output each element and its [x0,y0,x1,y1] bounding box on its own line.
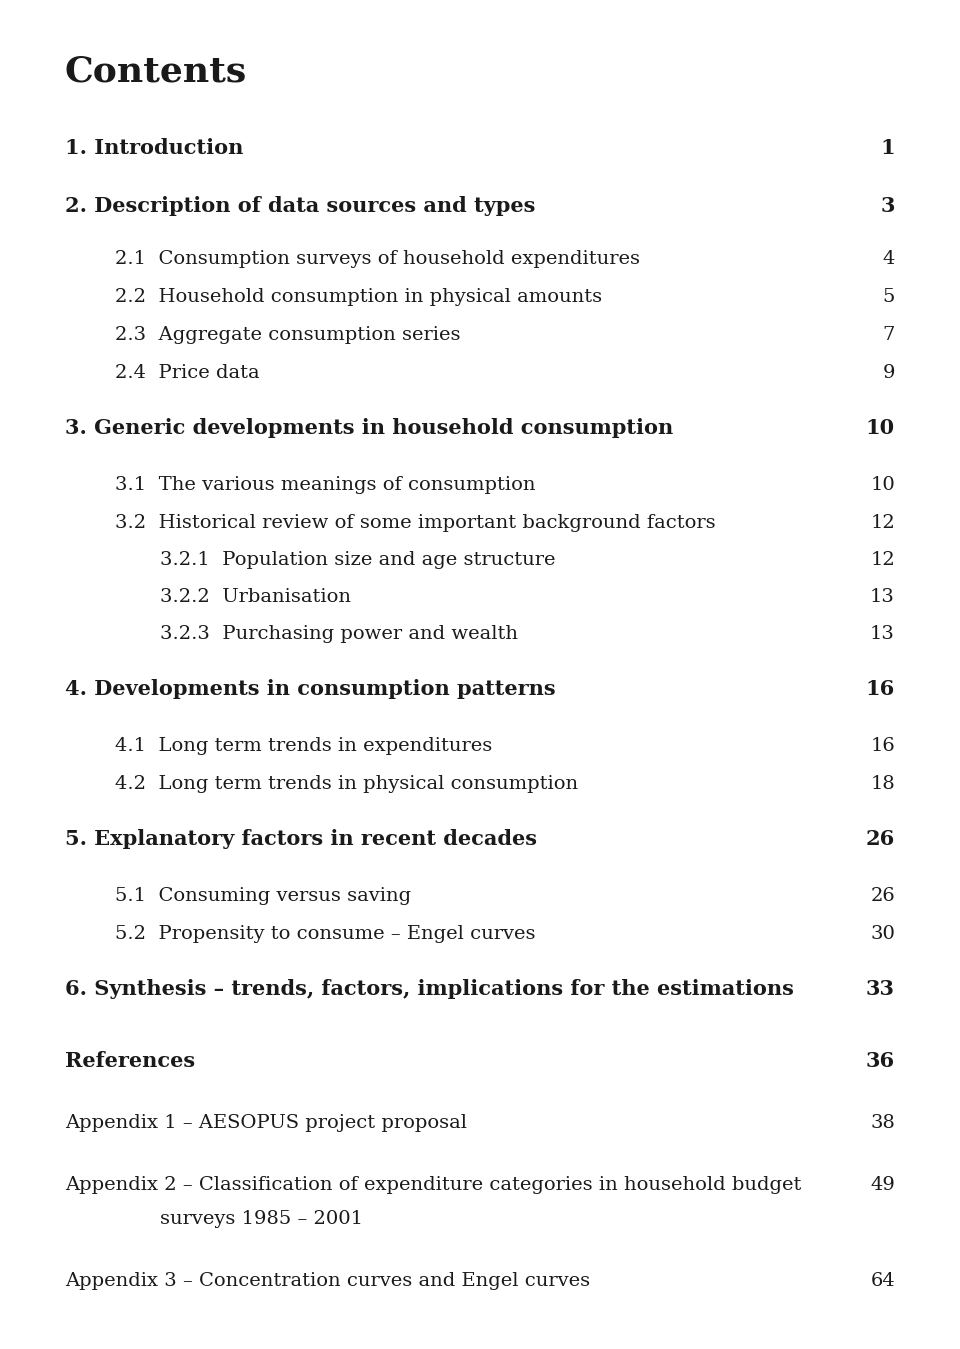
Text: 49: 49 [870,1176,895,1194]
Text: 4.1  Long term trends in expenditures: 4.1 Long term trends in expenditures [115,737,492,755]
Text: 10: 10 [866,418,895,438]
Text: Appendix 2 – Classification of expenditure categories in household budget: Appendix 2 – Classification of expenditu… [65,1176,802,1194]
Text: 9: 9 [882,364,895,382]
Text: 30: 30 [870,925,895,943]
Text: 16: 16 [866,679,895,699]
Text: 12: 12 [871,550,895,569]
Text: 3.2  Historical review of some important background factors: 3.2 Historical review of some important … [115,514,715,532]
Text: 5. Explanatory factors in recent decades: 5. Explanatory factors in recent decades [65,830,537,849]
Text: 2.4  Price data: 2.4 Price data [115,364,259,382]
Text: 7: 7 [882,326,895,344]
Text: 4. Developments in consumption patterns: 4. Developments in consumption patterns [65,679,556,699]
Text: 26: 26 [871,888,895,905]
Text: 3: 3 [880,196,895,216]
Text: 64: 64 [871,1272,895,1290]
Text: 16: 16 [871,737,895,755]
Text: 2. Description of data sources and types: 2. Description of data sources and types [65,196,536,216]
Text: 13: 13 [870,625,895,643]
Text: 2.2  Household consumption in physical amounts: 2.2 Household consumption in physical am… [115,287,602,306]
Text: 33: 33 [866,979,895,1000]
Text: Appendix 1 – AESOPUS project proposal: Appendix 1 – AESOPUS project proposal [65,1114,467,1132]
Text: surveys 1985 – 2001: surveys 1985 – 2001 [160,1210,363,1228]
Text: 3.1  The various meanings of consumption: 3.1 The various meanings of consumption [115,476,536,494]
Text: References: References [65,1051,195,1071]
Text: 10: 10 [871,476,895,494]
Text: 38: 38 [870,1114,895,1132]
Text: 4.2  Long term trends in physical consumption: 4.2 Long term trends in physical consump… [115,774,578,793]
Text: 2.1  Consumption surveys of household expenditures: 2.1 Consumption surveys of household exp… [115,250,640,268]
Text: 3.2.2  Urbanisation: 3.2.2 Urbanisation [160,588,351,606]
Text: 2.3  Aggregate consumption series: 2.3 Aggregate consumption series [115,326,461,344]
Text: 3.2.1  Population size and age structure: 3.2.1 Population size and age structure [160,550,556,569]
Text: 6. Synthesis – trends, factors, implications for the estimations: 6. Synthesis – trends, factors, implicat… [65,979,794,1000]
Text: 26: 26 [866,830,895,849]
Text: 5.1  Consuming versus saving: 5.1 Consuming versus saving [115,888,411,905]
Text: 36: 36 [866,1051,895,1071]
Text: 13: 13 [870,588,895,606]
Text: Contents: Contents [65,55,248,89]
Text: 1: 1 [880,138,895,158]
Text: 12: 12 [871,514,895,532]
Text: 18: 18 [871,774,895,793]
Text: 4: 4 [882,250,895,268]
Text: Appendix 3 – Concentration curves and Engel curves: Appendix 3 – Concentration curves and En… [65,1272,590,1290]
Text: 1. Introduction: 1. Introduction [65,138,244,158]
Text: 3. Generic developments in household consumption: 3. Generic developments in household con… [65,418,673,438]
Text: 5.2  Propensity to consume – Engel curves: 5.2 Propensity to consume – Engel curves [115,925,536,943]
Text: 3.2.3  Purchasing power and wealth: 3.2.3 Purchasing power and wealth [160,625,518,643]
Text: 5: 5 [882,287,895,306]
